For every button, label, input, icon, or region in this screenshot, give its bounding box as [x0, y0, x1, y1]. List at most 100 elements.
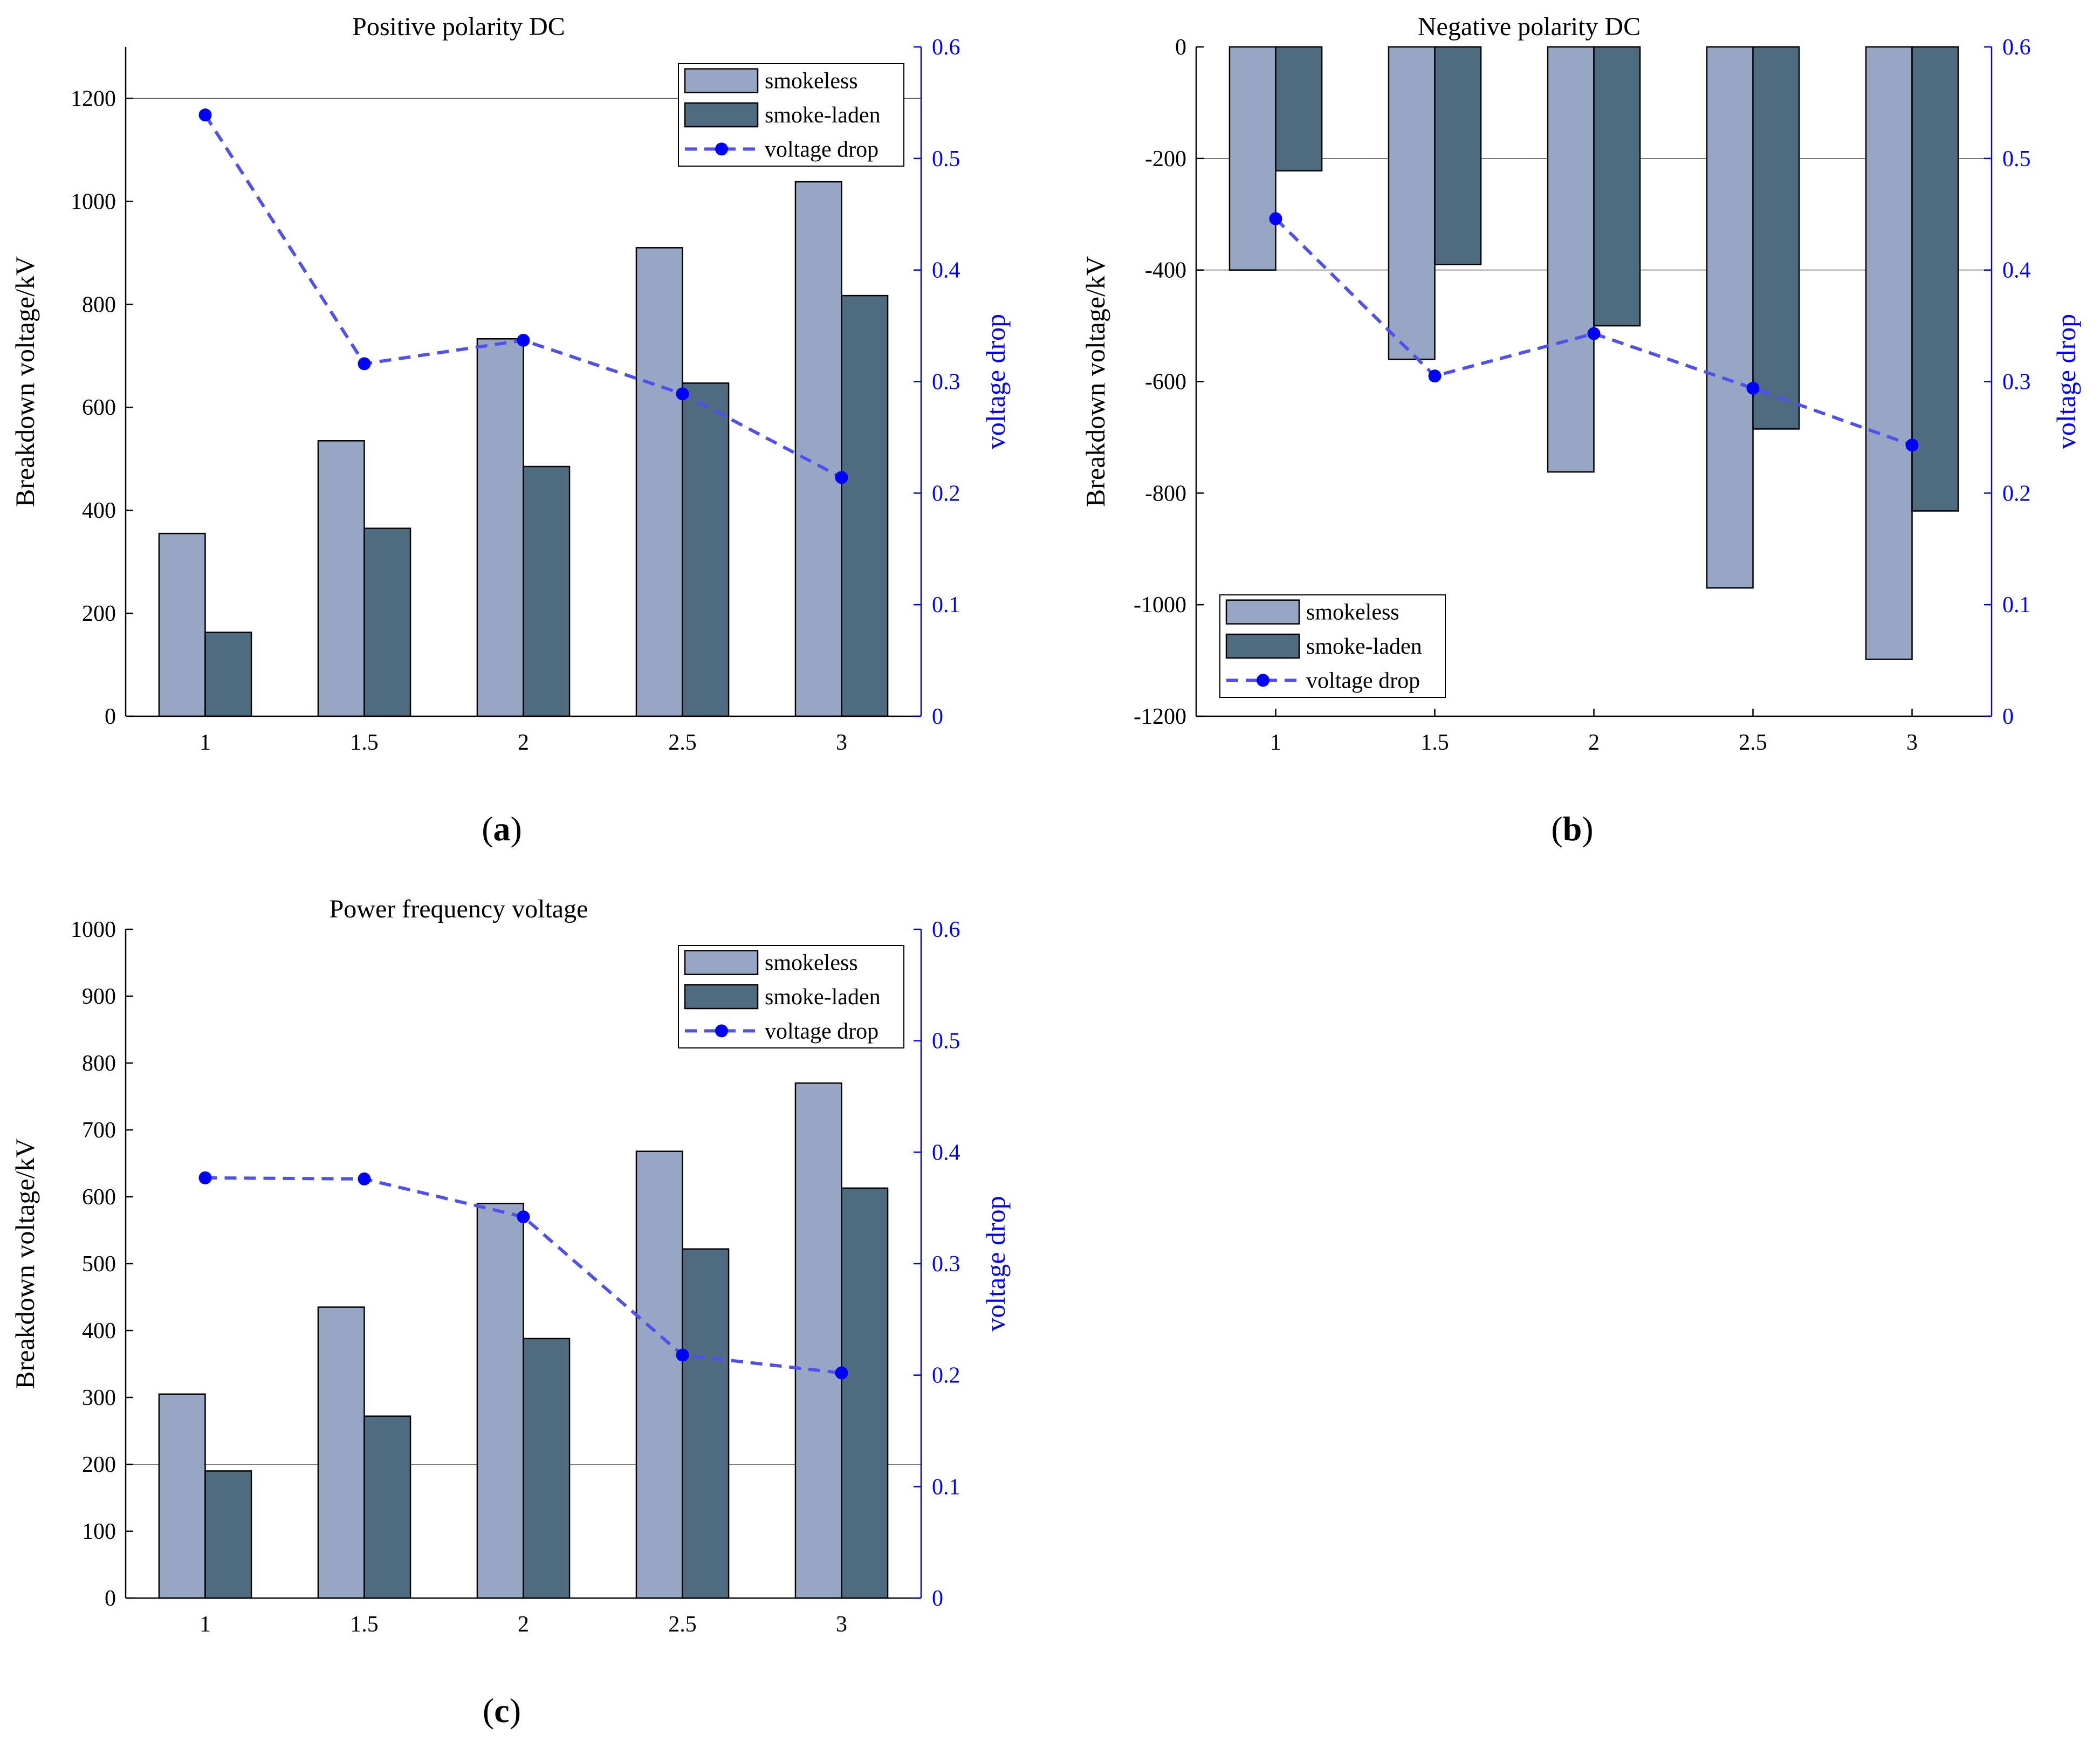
y-right-tick-label: 0.4: [932, 1140, 960, 1165]
bar-smokeless-1.5: [1388, 46, 1436, 360]
y-tick-label: 800: [82, 1051, 116, 1076]
x-tick-label: 3: [1906, 730, 1918, 755]
y-right-tick-label: 0.5: [2002, 147, 2031, 172]
y-tick-label: 800: [82, 292, 116, 317]
chart-title: Positive polarity DC: [352, 12, 565, 41]
y-right-tick-label: 0.5: [932, 1029, 960, 1054]
bar-smoke-laden-2.5: [1752, 46, 1800, 430]
x-tick-label: 1: [1270, 730, 1281, 755]
bar-smokeless-2.5: [1706, 46, 1754, 589]
x-tick-label: 2.5: [668, 730, 697, 755]
voltage-drop-point-2.5: [676, 387, 689, 401]
voltage-drop-point-2: [517, 1210, 530, 1224]
y-tick-label: -1000: [1134, 593, 1186, 618]
legend-swatch: [1225, 599, 1300, 625]
chart-panel-b: -1200 -1000 -800 -600 -400 -200 0 0 0.1 0.2 0.3 0.4…: [1080, 12, 2081, 848]
legend-entry: smokeless: [765, 69, 858, 94]
bar-smokeless-3: [794, 181, 842, 717]
x-tick-label: 1: [200, 730, 211, 755]
voltage-drop-point-2.5: [1746, 381, 1760, 395]
legend-entry: smokeless: [765, 951, 858, 976]
y-axis-label: Breakdown voltage/kV: [10, 1138, 40, 1389]
y-right-tick-label: 0.4: [932, 258, 960, 283]
y-tick-label: 1000: [71, 917, 116, 942]
y-tick-label: 200: [82, 1452, 116, 1477]
bar-smokeless-3: [1865, 46, 1913, 660]
legend-entry: smokeless: [1306, 600, 1399, 625]
chart-panel-c: 0 100 200 300 400 500 600 700 800 900 1000 0 0.1 0.2 0…: [10, 895, 1011, 1730]
chart-title: Power frequency voltage: [330, 895, 588, 923]
x-tick-label: 1.5: [350, 1612, 379, 1637]
bar-smokeless-3: [794, 1082, 842, 1599]
y-axis-label: Breakdown voltage/kV: [10, 256, 40, 507]
voltage-drop-point-1.5: [358, 1172, 371, 1185]
y-tick-label: 500: [82, 1252, 116, 1277]
y-tick-label: -200: [1145, 147, 1186, 172]
x-tick-label: 2: [1588, 730, 1600, 755]
legend: smokeless smoke-laden voltage drop: [1219, 594, 1446, 698]
y-right-tick-label: 0.1: [932, 593, 960, 618]
y-right-axis-label: voltage drop: [980, 314, 1011, 449]
bar-smoke-laden-2.5: [682, 1248, 730, 1599]
bar-smoke-laden-2: [523, 1338, 571, 1599]
chart-title: Negative polarity DC: [1418, 12, 1641, 41]
y-right-tick-label: 0: [2002, 704, 2014, 729]
y-right-tick-label: 0: [932, 1586, 943, 1611]
x-tick-label: 3: [836, 1612, 847, 1637]
voltage-drop-line: [205, 1176, 842, 1375]
voltage-drop-point-1: [198, 1171, 212, 1184]
y-tick-label: 1200: [71, 86, 116, 111]
y-right-tick-label: 0.3: [2002, 370, 2031, 395]
bar-smokeless-2: [476, 338, 524, 717]
bar-smoke-laden-1: [204, 632, 252, 717]
bar-smoke-laden-1: [1275, 46, 1323, 172]
y-right-tick-label: 0.2: [932, 481, 960, 506]
x-tick-label: 2: [518, 1612, 529, 1637]
legend-marker: [715, 1024, 728, 1038]
y-tick-label: -400: [1145, 258, 1186, 283]
legend-swatch: [684, 984, 759, 1010]
y-tick-label: -800: [1145, 481, 1186, 506]
y-right-tick-label: 0.3: [932, 1252, 960, 1277]
y-right-tick-label: 0.1: [932, 1475, 960, 1499]
x-tick-label: 1.5: [1420, 730, 1449, 755]
x-tick-label: 1: [200, 1612, 211, 1637]
legend-entry: smoke-laden: [1306, 634, 1422, 659]
y-right-tick-label: 0: [932, 704, 943, 729]
voltage-drop-point-1: [198, 108, 212, 122]
y-tick-label: 400: [82, 498, 116, 523]
y-tick-label: -1200: [1134, 704, 1186, 729]
legend-swatch: [684, 950, 759, 975]
voltage-drop-point-2: [517, 333, 530, 347]
x-tick-label: 3: [836, 730, 847, 755]
y-right-tick-label: 0.2: [2002, 481, 2031, 506]
legend-entry: voltage drop: [1306, 668, 1420, 693]
bar-smoke-laden-2.5: [682, 382, 730, 717]
voltage-drop-point-1.5: [1428, 369, 1442, 383]
bar-smokeless-2: [1547, 46, 1595, 473]
bar-smoke-laden-3: [841, 1187, 889, 1599]
voltage-drop-point-3: [835, 471, 848, 484]
bar-smokeless-1: [1229, 46, 1277, 271]
y-tick-label: 700: [82, 1118, 116, 1143]
x-tick-label: 2.5: [668, 1612, 697, 1637]
y-right-tick-label: 0.5: [932, 147, 960, 172]
y-tick-label: 300: [82, 1386, 116, 1410]
panel-label: (b): [1551, 810, 1593, 848]
voltage-drop-point-3: [835, 1366, 848, 1380]
y-right-axis-label: voltage drop: [2051, 314, 2081, 449]
x-tick-label: 2.5: [1739, 730, 1767, 755]
panel-label: (a): [482, 810, 522, 848]
y-tick-label: 1000: [71, 189, 116, 214]
y-axis-label: Breakdown voltage/kV: [1080, 256, 1110, 507]
y-right-tick-label: 0.6: [2002, 35, 2031, 60]
legend-swatch: [1225, 633, 1300, 659]
bar-smokeless-1.5: [317, 1306, 365, 1599]
bar-smokeless-1: [158, 532, 206, 717]
y-tick-label: 600: [82, 1185, 116, 1210]
legend-marker: [715, 142, 728, 156]
y-tick-label: 600: [82, 395, 116, 420]
bar-smoke-laden-1.5: [363, 1415, 411, 1599]
y-tick-label: 200: [82, 601, 116, 626]
